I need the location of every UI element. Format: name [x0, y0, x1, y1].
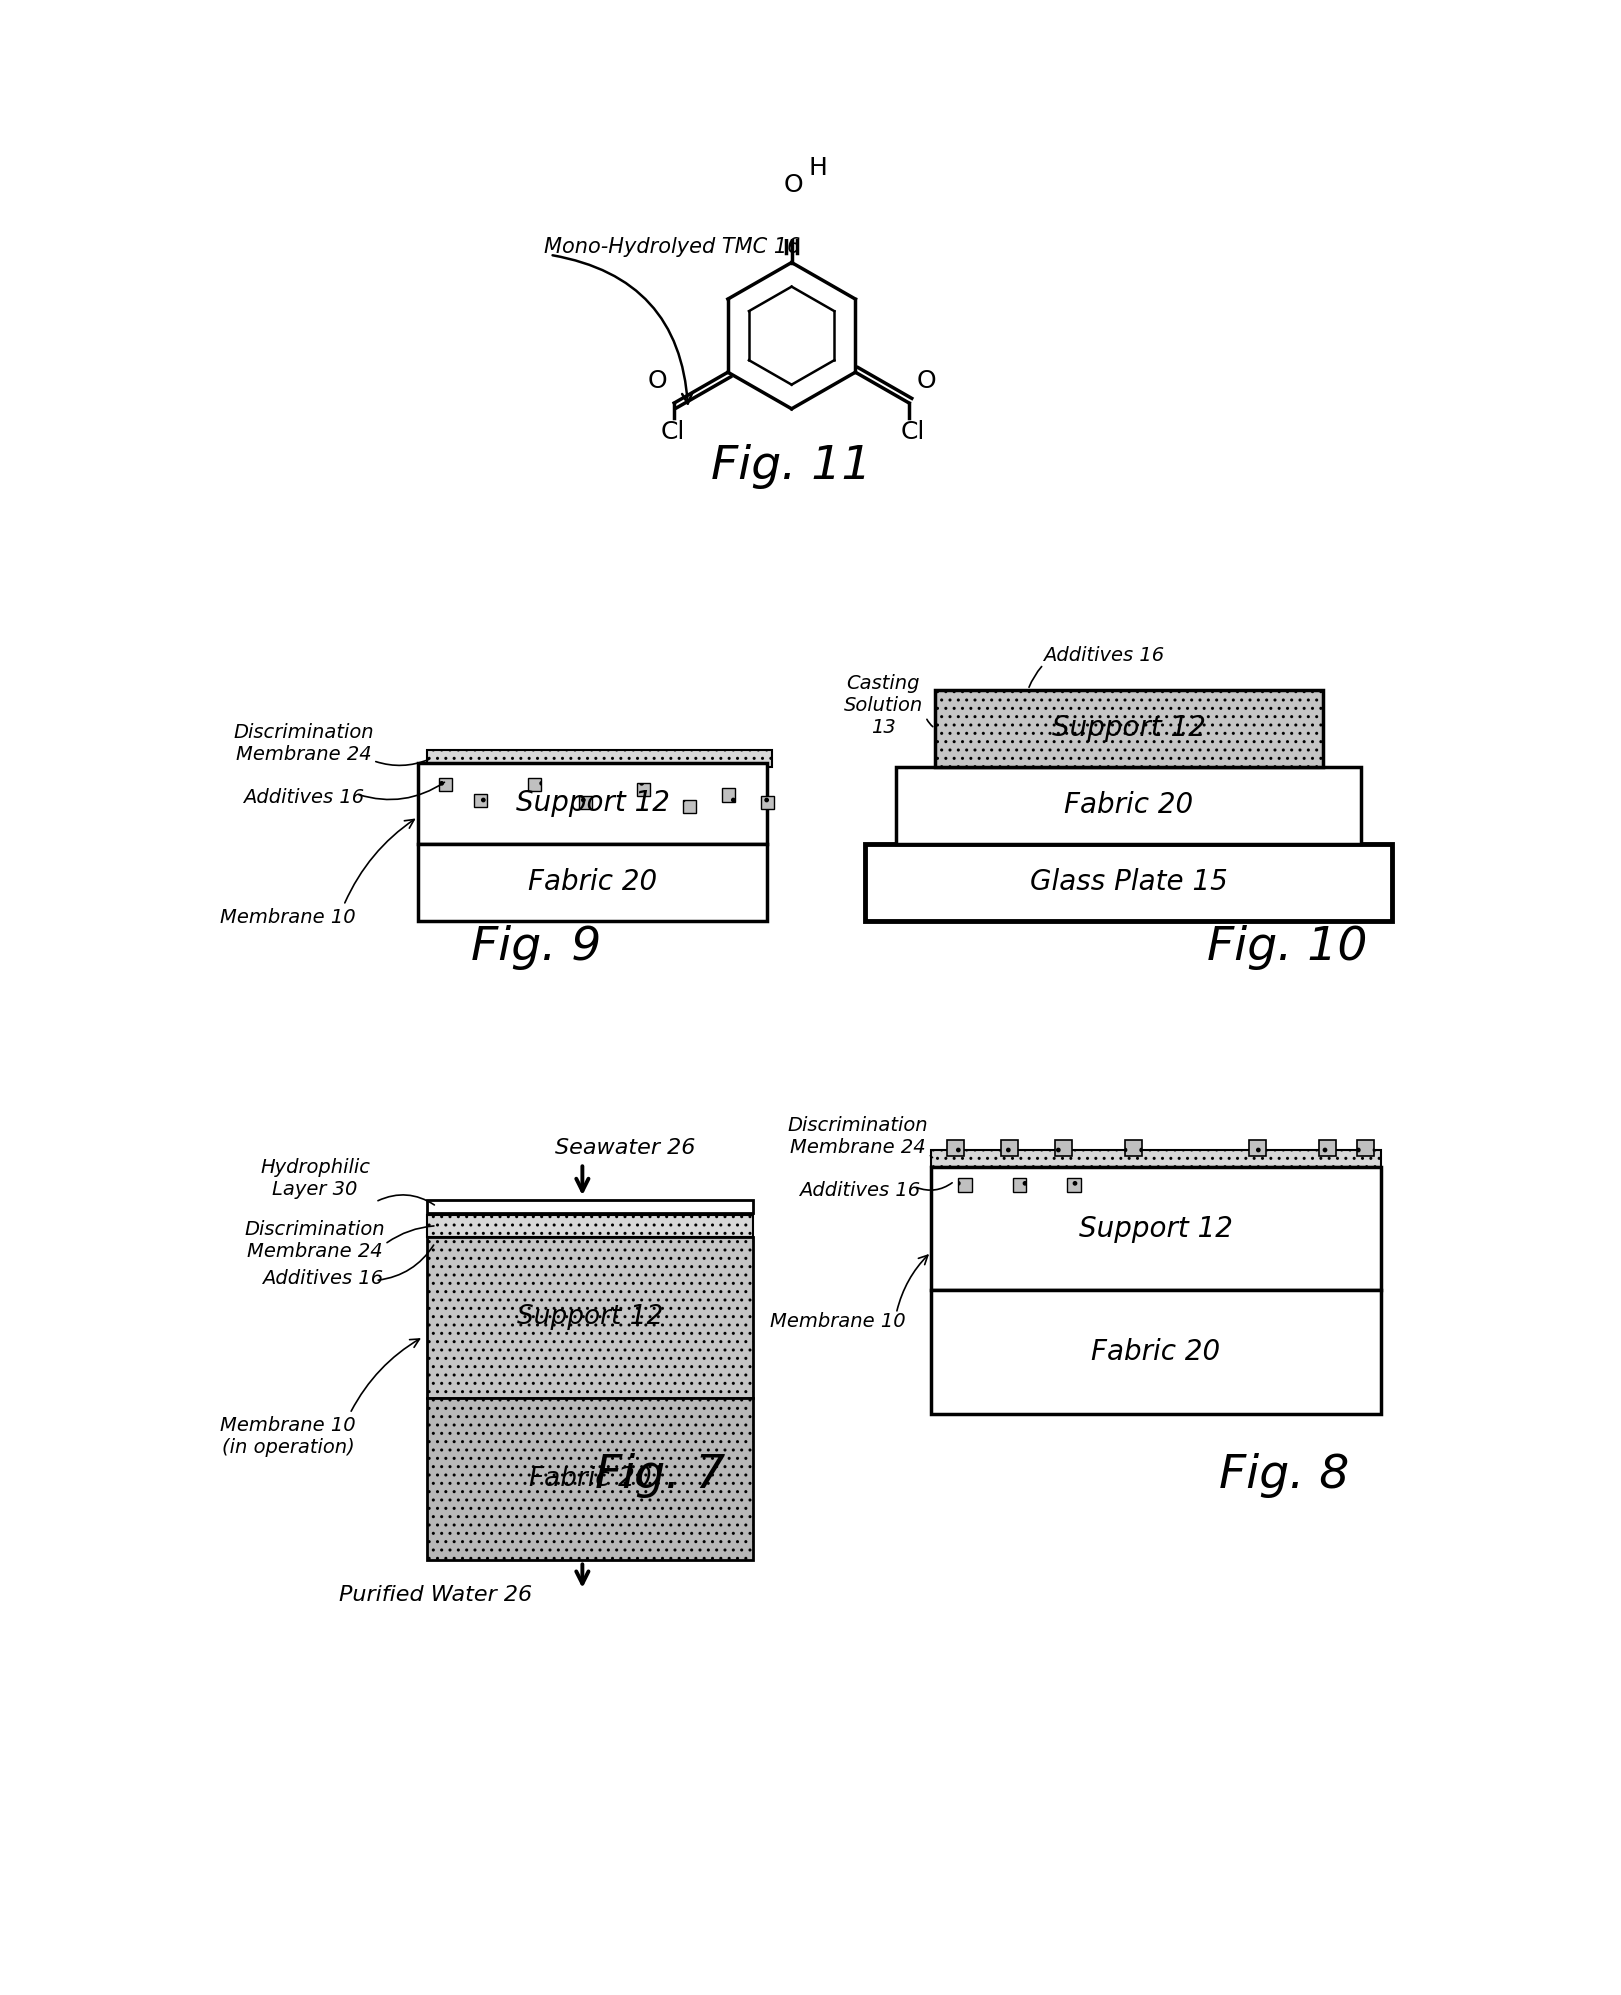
Bar	[428, 1199, 752, 1213]
Bar	[428, 1237, 752, 1398]
Bar	[428, 750, 772, 766]
Text: Cl: Cl	[901, 421, 926, 445]
Bar	[1248, 1139, 1266, 1157]
Text: Discrimination
Membrane 24: Discrimination Membrane 24	[245, 1219, 386, 1261]
Text: Membrane 10: Membrane 10	[770, 1313, 906, 1331]
Text: Additives 16: Additives 16	[1044, 646, 1164, 664]
Bar	[1055, 1139, 1071, 1157]
Bar	[439, 778, 452, 792]
Text: O: O	[647, 369, 666, 393]
Text: Glass Plate 15: Glass Plate 15	[1029, 868, 1227, 896]
Bar	[930, 1291, 1381, 1414]
Bar	[958, 1177, 973, 1191]
Bar	[930, 1151, 1381, 1167]
Bar	[866, 844, 1392, 922]
Text: Cl: Cl	[660, 421, 684, 445]
Text: Additives 16: Additives 16	[799, 1181, 921, 1199]
Bar	[1125, 1139, 1141, 1157]
Text: O: O	[783, 174, 802, 198]
Text: Mono-Hydrolyed TMC 16: Mono-Hydrolyed TMC 16	[543, 237, 801, 257]
Text: Membrane 10
(in operation): Membrane 10 (in operation)	[220, 1416, 355, 1456]
Text: H: H	[809, 156, 827, 180]
Text: Purified Water 26: Purified Water 26	[339, 1584, 532, 1604]
Text: Membrane 10: Membrane 10	[220, 908, 355, 926]
Bar	[428, 1398, 752, 1560]
Bar	[721, 788, 734, 802]
Bar	[428, 1215, 752, 1237]
Bar	[637, 782, 650, 796]
Bar	[579, 796, 592, 810]
Bar	[1318, 1139, 1336, 1157]
Text: Fabric 20: Fabric 20	[528, 1466, 652, 1492]
Bar	[682, 800, 697, 814]
Bar	[418, 762, 767, 844]
Text: Support 12: Support 12	[1080, 1215, 1234, 1243]
Bar	[760, 796, 773, 810]
Bar	[935, 690, 1323, 766]
Text: Discrimination
Membrane 24: Discrimination Membrane 24	[233, 724, 374, 764]
Text: Fig. 11: Fig. 11	[712, 445, 872, 489]
Text: O: O	[916, 369, 935, 393]
Text: Additives 16: Additives 16	[243, 788, 365, 808]
Text: Fig. 8: Fig. 8	[1219, 1452, 1349, 1498]
Text: Support 12: Support 12	[517, 1305, 663, 1331]
Bar	[418, 844, 767, 922]
Bar	[930, 1167, 1381, 1291]
Bar	[1000, 1139, 1018, 1157]
Text: Fabric 20: Fabric 20	[1091, 1339, 1221, 1367]
Text: Fig. 10: Fig. 10	[1208, 926, 1368, 970]
Text: Casting
Solution
13: Casting Solution 13	[843, 674, 922, 736]
Text: Seawater 26: Seawater 26	[554, 1137, 695, 1157]
Text: Fabric 20: Fabric 20	[1065, 792, 1193, 820]
Text: Hydrophilic
Layer 30: Hydrophilic Layer 30	[259, 1159, 370, 1199]
Text: Discrimination
Membrane 24: Discrimination Membrane 24	[788, 1115, 927, 1157]
Text: Support 12: Support 12	[1052, 714, 1206, 742]
Bar	[1067, 1177, 1081, 1191]
Bar	[473, 794, 486, 806]
Bar	[1357, 1139, 1375, 1157]
Text: Fig. 7: Fig. 7	[595, 1452, 725, 1498]
Bar	[1013, 1177, 1026, 1191]
Text: Fabric 20: Fabric 20	[528, 868, 657, 896]
Bar	[528, 778, 541, 792]
Text: Support 12: Support 12	[515, 790, 669, 818]
Text: Fig. 9: Fig. 9	[470, 926, 601, 970]
Bar	[896, 766, 1362, 844]
Text: Additives 16: Additives 16	[263, 1269, 383, 1289]
Bar	[947, 1139, 963, 1157]
